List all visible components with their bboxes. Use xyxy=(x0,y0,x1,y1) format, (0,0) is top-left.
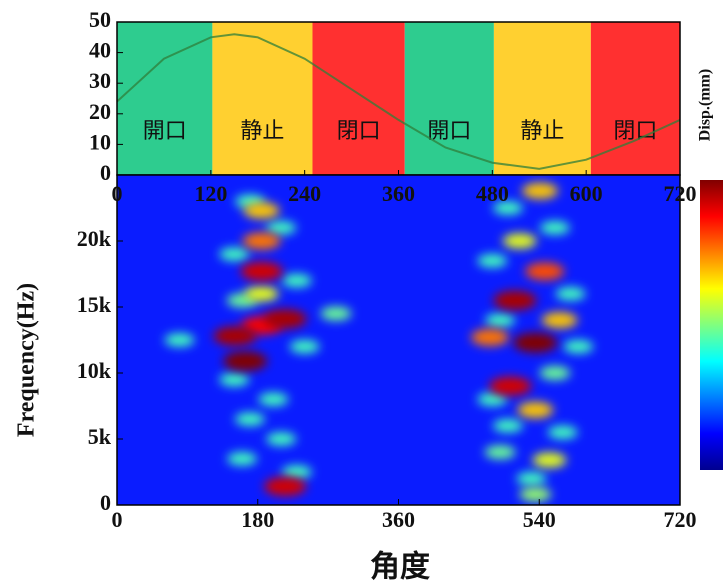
hotspot xyxy=(513,333,557,353)
hotspot xyxy=(165,333,195,347)
hotspot xyxy=(539,366,570,380)
hotspot xyxy=(556,287,586,301)
hotspot xyxy=(266,432,296,446)
y-tick-label: 15k xyxy=(77,292,112,317)
hotspot xyxy=(540,221,570,235)
y-tick-label: 30 xyxy=(89,68,111,93)
phase-band xyxy=(117,22,212,175)
phase-label: 閉口 xyxy=(337,119,381,144)
y-tick-label: 20 xyxy=(89,99,111,124)
y-tick-label: 40 xyxy=(89,38,111,63)
hotspot xyxy=(258,393,288,407)
x-tick-label: 600 xyxy=(570,181,603,206)
x-tick-label: 120 xyxy=(194,181,227,206)
heatmap-bg xyxy=(117,175,680,505)
hotspot xyxy=(542,312,578,328)
hotspot xyxy=(563,340,593,354)
hotspot xyxy=(243,232,281,249)
y-tick-label: 5k xyxy=(88,424,112,449)
phase-band xyxy=(212,22,312,175)
phase-band xyxy=(405,22,494,175)
hotspot xyxy=(282,274,312,288)
hotspot xyxy=(266,221,296,235)
hotspot xyxy=(489,377,531,396)
hotspot xyxy=(519,487,551,501)
x-tick-label: 720 xyxy=(664,181,697,206)
hotspot xyxy=(235,412,265,426)
phase-label: 静止 xyxy=(240,119,284,144)
hotspot xyxy=(282,465,312,479)
hotspot xyxy=(517,402,553,418)
phase-label: 静止 xyxy=(520,119,564,144)
y-tick-label: 10k xyxy=(77,358,112,383)
hotspot xyxy=(477,254,507,268)
hotspot xyxy=(516,472,546,486)
hotspot xyxy=(219,373,249,387)
hotspot xyxy=(223,351,267,371)
x-tick-label: 360 xyxy=(382,507,415,532)
hotspot xyxy=(214,326,257,345)
x-tick-label: 0 xyxy=(112,507,123,532)
hotspot xyxy=(264,477,306,496)
x-tick-label: 720 xyxy=(664,507,697,532)
phase-band xyxy=(494,22,591,175)
hotspot xyxy=(548,426,578,440)
x-tick-label: 480 xyxy=(476,181,509,206)
hotspot xyxy=(227,452,257,466)
y-tick-label: 20k xyxy=(77,226,112,251)
x-tick-label: 360 xyxy=(382,181,415,206)
hotspot xyxy=(219,247,249,261)
chart: Disp.(mm) Frequency(Hz) 角度 開口静止閉口開口静止閉口0… xyxy=(0,0,723,587)
x-axis-title: 角度 xyxy=(370,550,430,585)
hotspot xyxy=(532,452,566,467)
hotspot xyxy=(471,329,509,346)
hotspot xyxy=(244,203,280,219)
hotspot xyxy=(264,309,307,328)
hotspot xyxy=(485,313,515,327)
x-tick-label: 540 xyxy=(523,507,556,532)
hotspot xyxy=(290,340,320,354)
colorbar xyxy=(700,180,723,470)
x-tick-label: 240 xyxy=(288,181,321,206)
y-tick-label: 0 xyxy=(100,490,111,515)
x-tick-label: 0 xyxy=(112,181,123,206)
hotspot xyxy=(494,291,537,310)
hotspot xyxy=(245,286,279,301)
hotspot xyxy=(485,445,516,459)
y-tick-label: 50 xyxy=(89,7,111,32)
y-axis-title: Frequency(Hz) xyxy=(14,283,40,437)
y-axis-title: Disp.(mm) xyxy=(697,69,714,141)
hotspot xyxy=(241,262,283,281)
hotspot xyxy=(503,233,537,248)
hotspot xyxy=(320,307,351,321)
y-tick-label: 10 xyxy=(89,129,111,154)
phase-band xyxy=(312,22,404,175)
y-tick-label: 0 xyxy=(100,160,111,185)
hotspot xyxy=(493,419,523,433)
hotspot xyxy=(522,183,558,199)
x-tick-label: 180 xyxy=(241,507,274,532)
hotspot xyxy=(525,263,564,281)
phase-label: 開口 xyxy=(143,119,187,144)
